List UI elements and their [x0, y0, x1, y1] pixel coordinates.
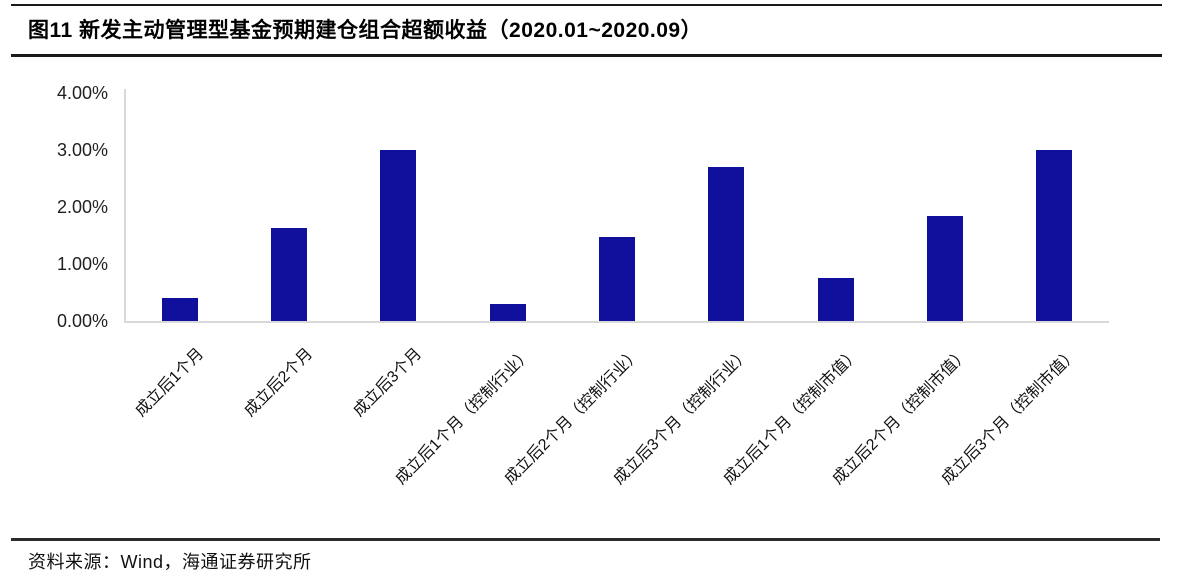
bar — [1036, 150, 1072, 321]
bar-chart: 4.00% 3.00% 2.00% 1.00% 0.00% 成立后1个月 成立后2个月 成立… — [0, 60, 1178, 530]
bar — [599, 237, 635, 321]
x-tick-label: 成立后3个月 — [350, 345, 426, 421]
x-tick-label: 成立后1个月 — [132, 345, 208, 421]
bar — [818, 278, 854, 321]
y-tick-label: 1.00% — [56, 254, 108, 274]
x-axis-line — [125, 321, 1109, 323]
bar — [490, 304, 526, 321]
y-tick-label: 2.00% — [56, 197, 108, 217]
y-axis-line — [124, 89, 126, 323]
bar — [380, 150, 416, 321]
top-divider — [11, 4, 1162, 6]
bar — [708, 167, 744, 321]
x-tick-label: 成立后2个月 — [241, 345, 317, 421]
bar — [162, 298, 198, 321]
title-divider — [11, 54, 1162, 57]
source-note: 资料来源：Wind，海通证券研究所 — [28, 552, 312, 572]
figure-title: 图11 新发主动管理型基金预期建仓组合超额收益（2020.01~2020.09） — [28, 19, 703, 42]
bar — [927, 216, 963, 321]
footer-divider — [11, 538, 1160, 541]
y-tick-label: 0.00% — [56, 311, 108, 331]
y-tick-label: 3.00% — [56, 140, 108, 160]
y-tick-label: 4.00% — [56, 83, 108, 103]
bar — [271, 228, 307, 321]
